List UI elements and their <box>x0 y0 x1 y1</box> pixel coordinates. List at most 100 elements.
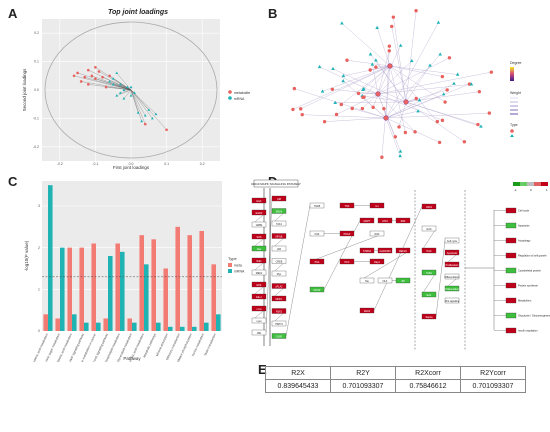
kegg-gene-box: ASK1 <box>421 203 437 210</box>
svg-text:Autophagy: Autophagy <box>518 239 531 243</box>
network-edge <box>405 101 465 142</box>
kegg-gene-box: JNK <box>251 329 267 336</box>
y-tick-label: -0.2 <box>33 145 39 149</box>
mrna-point <box>115 94 119 97</box>
svg-text:EGF: EGF <box>257 200 262 203</box>
loading-vector <box>113 84 132 91</box>
svg-text:Metabolism: Metabolism <box>518 299 531 303</box>
svg-text:Myc: Myc <box>277 273 282 276</box>
gene-node <box>428 63 432 67</box>
network-edge <box>405 10 417 103</box>
bar-meta <box>175 226 180 331</box>
bar-mRNA <box>204 322 209 331</box>
mrna-point <box>140 119 144 123</box>
bar-meta <box>79 247 84 331</box>
network-edge <box>319 66 379 95</box>
kegg-outcome-term: Cytoskeletal protein <box>494 267 541 274</box>
network-edge <box>385 83 470 119</box>
svg-text:Regulation of cell growth: Regulation of cell growth <box>518 254 547 258</box>
network-edges <box>292 10 492 158</box>
gene-node <box>416 109 420 113</box>
legend: metabolite mRNA <box>228 90 250 101</box>
mrna-point <box>115 71 119 74</box>
gene-node <box>341 78 345 83</box>
svg-text:Rap1: Rap1 <box>374 261 380 264</box>
kegg-gene-box: Ras <box>251 245 267 252</box>
metabolite-point <box>94 65 97 69</box>
loading-vector <box>130 89 142 122</box>
bar-meta <box>199 231 204 331</box>
metabolite-node <box>356 91 361 96</box>
mrna-point <box>118 82 122 86</box>
panel-letter-b: B <box>268 6 278 21</box>
kegg-outcome-term: Protein synthesis <box>494 282 538 289</box>
kegg-gene-box: p38 <box>271 195 287 202</box>
legend-dot-mrna <box>228 96 232 100</box>
svg-text:CASP: CASP <box>276 335 283 338</box>
svg-text:ASK1: ASK1 <box>426 206 433 209</box>
loading-vector <box>120 84 132 91</box>
legend-title-weight: Weight <box>510 91 521 95</box>
svg-text:p38: p38 <box>277 198 282 201</box>
network-edge <box>385 112 490 119</box>
kegg-gene-box: PKC <box>339 258 355 265</box>
network-edge <box>389 65 443 77</box>
gene-node <box>479 124 483 128</box>
kegg-gene-box: MKK4 <box>271 208 287 214</box>
panel-a-loadings-plot: Top joint loadings 0.2 0.1 0.0 -0.1 -0.2 -0.… <box>20 6 265 171</box>
metabolite-node <box>440 118 445 123</box>
bar-meta <box>103 318 108 331</box>
table-row: 0.839645433 0.701093307 0.75846612 0.701… <box>265 379 526 393</box>
metabolite-node <box>414 9 418 13</box>
loading-vector <box>116 72 132 91</box>
legend-title-type: Type <box>510 123 518 127</box>
network-edge <box>377 84 472 95</box>
network-edge <box>385 54 441 119</box>
bar-mRNA <box>72 314 77 331</box>
kegg-gene-box: ATF2 <box>377 217 393 224</box>
network-edge <box>352 108 387 119</box>
svg-text:SRF: SRF <box>401 220 406 223</box>
metabolite-point <box>104 85 108 89</box>
value-r2xcorr: 0.75846612 <box>395 379 461 393</box>
network-edge <box>363 65 391 98</box>
network-edge <box>362 89 379 95</box>
bar-meta <box>67 247 72 331</box>
metabolite-node <box>387 44 392 48</box>
svg-text:JIP: JIP <box>401 280 405 283</box>
network-edge <box>389 65 458 75</box>
scale-green-2 <box>520 182 527 186</box>
y-tick-label: 0.2 <box>34 31 39 35</box>
kegg-outcome-term: Autophagy <box>494 237 531 244</box>
bar-y-tick-label: 1 <box>38 288 40 292</box>
gene-node <box>340 21 344 25</box>
network-edge <box>385 22 439 119</box>
metabolite-node <box>371 105 375 110</box>
x-tick-label: 0.1 <box>164 162 169 166</box>
network-edge <box>346 60 391 67</box>
degree-colorbar <box>510 67 514 81</box>
svg-text:GCK: GCK <box>426 228 432 231</box>
bar-mRNA <box>156 322 161 331</box>
metabolite-node <box>477 89 482 94</box>
metabolite-node <box>462 140 467 144</box>
type-dot-metabolite <box>510 129 514 133</box>
bar-mRNA <box>108 256 113 331</box>
kegg-gene-box: SOS <box>251 233 267 240</box>
kegg-gene-box: GRB2 <box>251 221 267 228</box>
metabolite-node <box>397 125 401 129</box>
network-legend: Degree Weight Type <box>510 61 522 137</box>
metabolite-node <box>360 106 365 111</box>
kegg-gene-box: Tau <box>359 277 375 284</box>
bar-meta <box>139 235 144 331</box>
svg-text:ATF2: ATF2 <box>382 220 388 223</box>
loading-vector <box>106 87 132 91</box>
kegg-gene-box: HSP72 <box>271 320 287 327</box>
svg-text:TAB1: TAB1 <box>426 272 432 275</box>
svg-text:FGF: FGF <box>315 233 320 236</box>
network-edge <box>385 117 401 157</box>
metabolite-point <box>165 128 168 132</box>
loading-vector <box>74 75 132 91</box>
network-edge <box>389 65 406 133</box>
svg-text:DUSP: DUSP <box>314 289 321 292</box>
